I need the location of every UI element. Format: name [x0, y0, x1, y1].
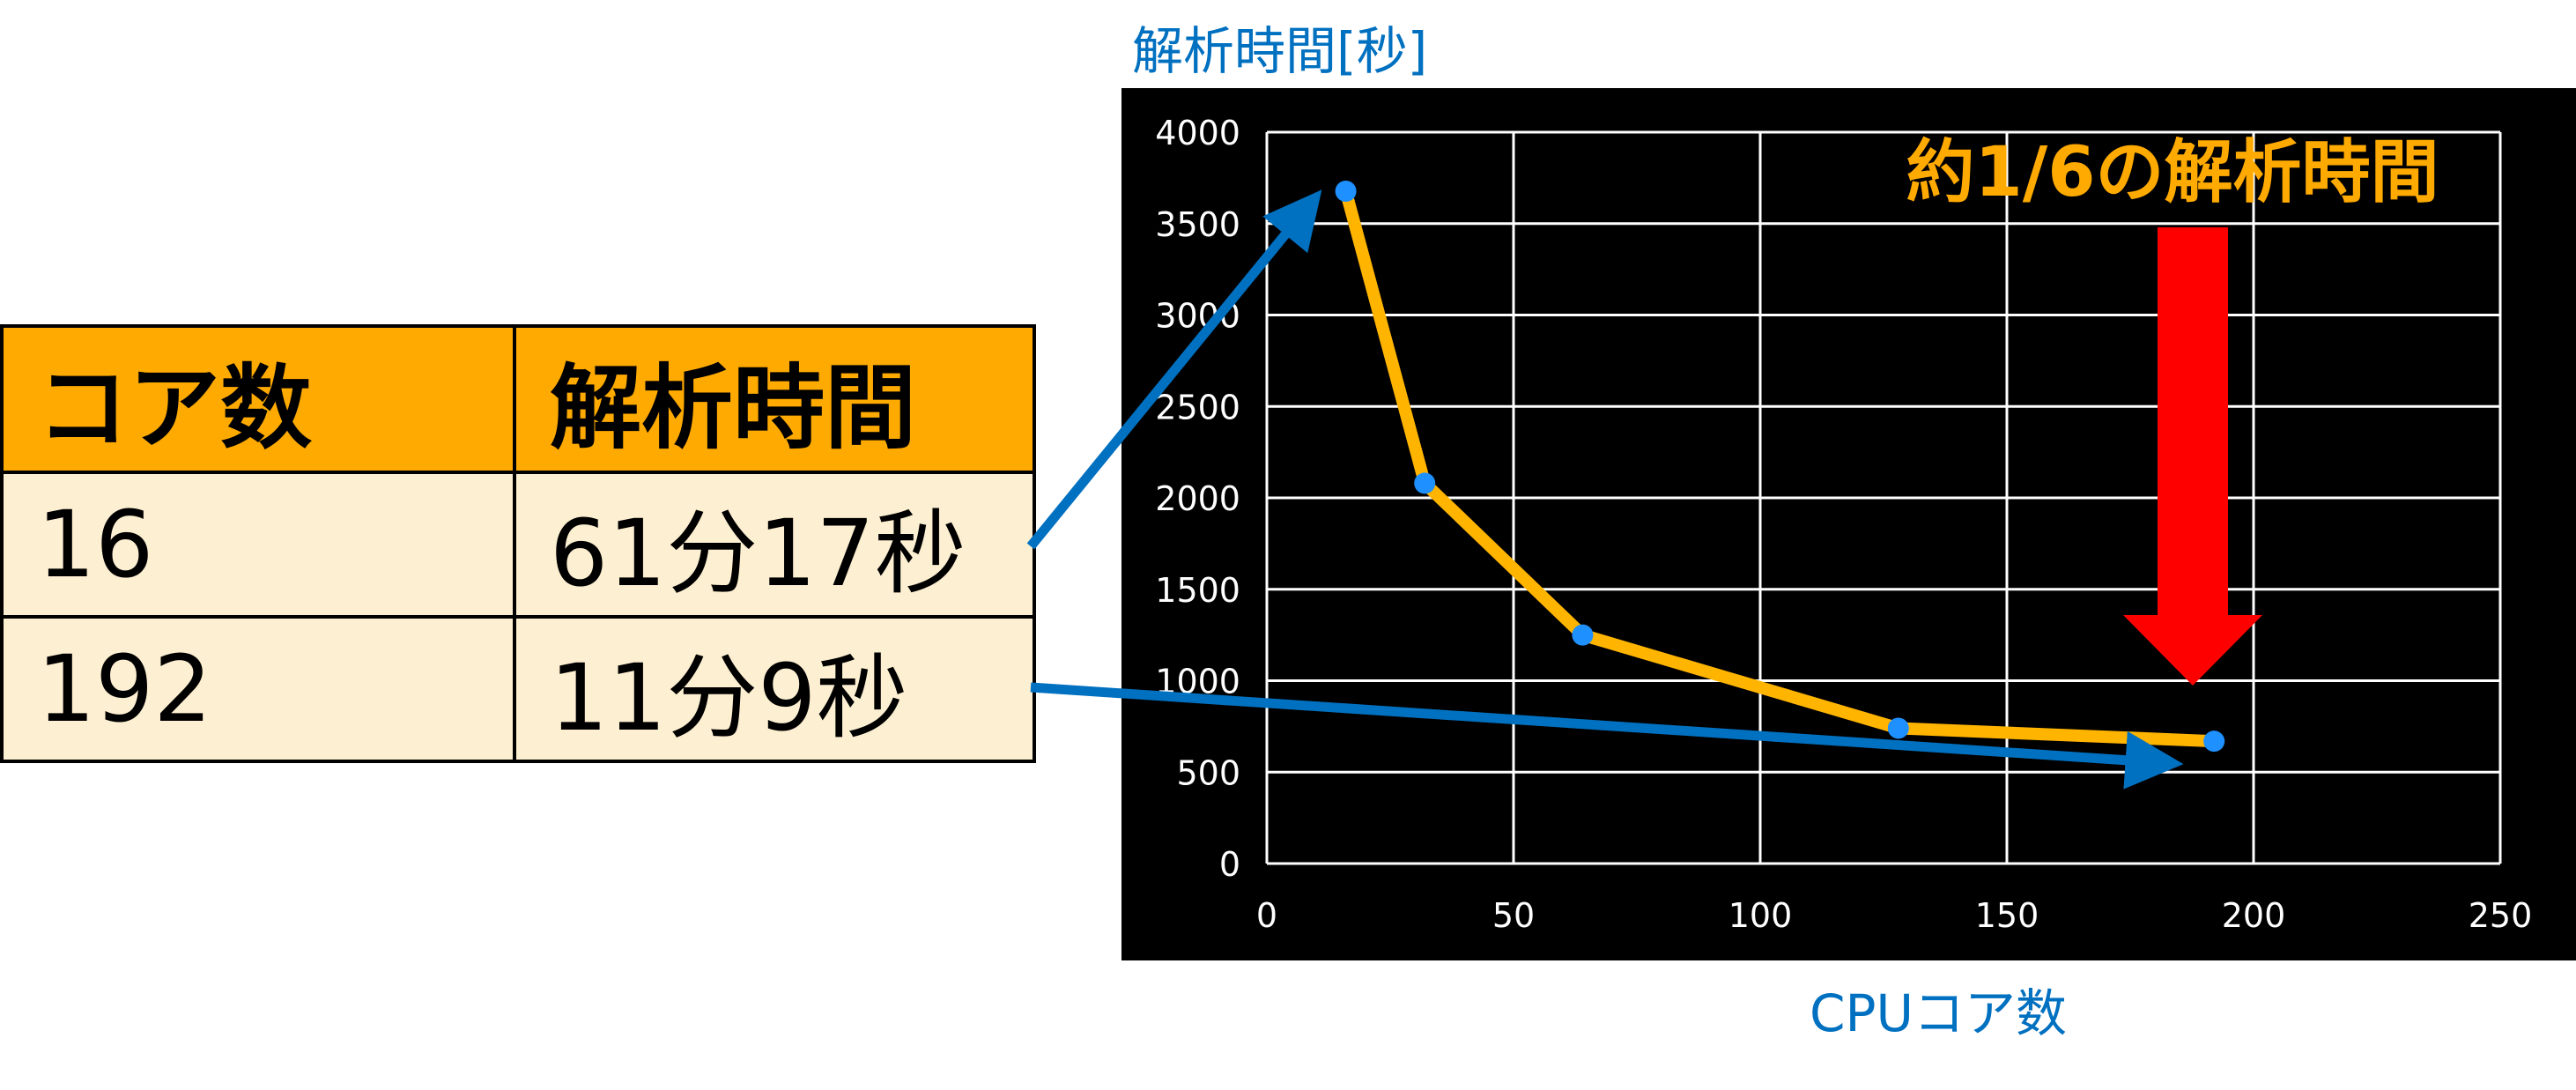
header-core-count: コア数	[0, 324, 516, 474]
y-tick-label: 500	[1176, 753, 1240, 792]
table-row: 192 11分9秒	[0, 615, 1036, 763]
reduction-annotation: 約1/6の解析時間	[1906, 133, 2439, 212]
data-point-192	[2203, 730, 2225, 753]
table-header-row: コア数 解析時間	[0, 324, 1036, 474]
y-tick-label: 2000	[1155, 479, 1240, 518]
x-axis-label: CPUコア数	[1810, 983, 2067, 1043]
cell-time-16: 61分17秒	[513, 471, 1036, 619]
y-tick-label: 1500	[1155, 571, 1240, 610]
data-point-64	[1572, 624, 1594, 646]
analysis-time-table: コア数 解析時間 16 61分17秒 192 11分9秒	[0, 324, 1036, 763]
y-tick-label: 2500	[1155, 388, 1240, 426]
down-arrow-icon	[2123, 227, 2262, 686]
header-analysis-time: 解析時間	[513, 324, 1036, 474]
cell-cores-192: 192	[0, 615, 516, 763]
table-row: 16 61分17秒	[0, 471, 1036, 619]
pointer-arrow-16-icon	[1026, 189, 1322, 550]
data-point-128	[1887, 717, 1909, 739]
cell-time-192: 11分9秒	[513, 615, 1036, 763]
chart-grid	[1265, 130, 2502, 865]
x-tick-label: 250	[2469, 896, 2533, 935]
data-point-32	[1414, 472, 1436, 494]
cell-cores-16: 16	[0, 471, 516, 619]
data-point-16	[1335, 181, 1357, 203]
x-tick-label: 100	[1728, 896, 1793, 935]
data-points	[1335, 181, 2225, 753]
y-tick-label: 3500	[1155, 205, 1240, 244]
x-tick-label: 50	[1492, 896, 1535, 935]
x-tick-label: 200	[2222, 896, 2286, 935]
x-tick-label: 0	[1256, 896, 1277, 935]
y-tick-label: 4000	[1155, 114, 1240, 152]
y-tick-label: 0	[1219, 845, 1240, 884]
y-axis-label: 解析時間[秒]	[1132, 21, 1427, 81]
pointer-arrow-192-icon	[1030, 682, 2184, 790]
chart-background	[1121, 88, 2576, 960]
x-tick-labels: 0 50 100 150 200 250	[1256, 896, 2532, 935]
x-tick-label: 150	[1975, 896, 2039, 935]
